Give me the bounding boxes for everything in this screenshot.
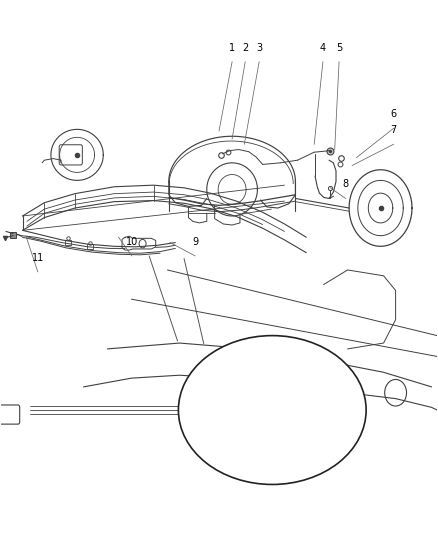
Ellipse shape xyxy=(178,336,366,484)
Text: 4: 4 xyxy=(320,43,326,53)
Text: 6: 6 xyxy=(391,109,397,119)
Bar xyxy=(87,244,93,249)
Text: 7: 7 xyxy=(391,125,397,135)
Text: 11: 11 xyxy=(32,253,44,263)
Text: 3: 3 xyxy=(256,43,262,53)
Text: 2: 2 xyxy=(242,43,248,53)
Text: 9: 9 xyxy=(192,237,198,247)
Text: 5: 5 xyxy=(336,43,342,53)
Text: 10: 10 xyxy=(126,237,138,247)
Text: 1: 1 xyxy=(229,43,235,53)
Text: 8: 8 xyxy=(343,180,349,189)
Bar xyxy=(65,240,71,245)
